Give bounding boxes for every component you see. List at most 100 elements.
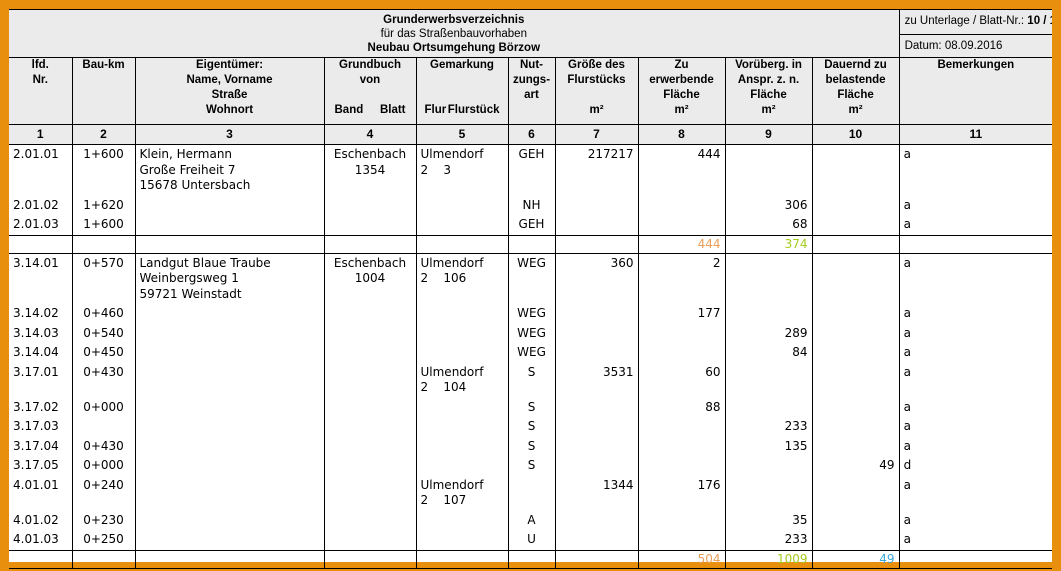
cell-gemarkung-line: Ulmendorf bbox=[420, 477, 484, 492]
cell-lfd-nr-line: 2.01.03 bbox=[13, 217, 59, 231]
table-row: 3.17.02 0+000 S 88 a bbox=[9, 397, 1053, 417]
cell-eigentuemer-line: Große Freiheit 7 bbox=[139, 162, 236, 177]
sum-empty-cell bbox=[507, 234, 556, 254]
cell-grundbuch-line: 1354 bbox=[354, 162, 386, 177]
sum-dauernd: 49 bbox=[811, 549, 900, 569]
cell-eigentuemer bbox=[134, 530, 325, 550]
cell-lfd-nr: 2.01.03 bbox=[9, 215, 73, 235]
column-number: 4 bbox=[323, 124, 417, 145]
cell-bau-km bbox=[71, 417, 136, 437]
cell-gemarkung-line: Ulmendorf bbox=[420, 147, 484, 161]
cell-eigentuemer bbox=[134, 215, 325, 235]
cell-erwerb bbox=[637, 510, 726, 530]
column-number: 6 bbox=[507, 124, 556, 145]
cell-groesse bbox=[554, 195, 639, 215]
cell-bau-km: 0+430 bbox=[71, 362, 136, 398]
cell-groesse-line: 360 bbox=[610, 255, 634, 270]
cell-groesse bbox=[554, 397, 639, 417]
sum-erwerb: 504 bbox=[637, 549, 726, 569]
title-line-1: Grunderwerbsverzeichnis bbox=[383, 14, 525, 26]
sum-empty-cell bbox=[507, 549, 556, 569]
cell-bemerkung-line: a bbox=[903, 325, 911, 340]
col-header-blatt: Blatt bbox=[379, 104, 406, 116]
cell-bemerkung-line: a bbox=[903, 399, 911, 414]
cell-eigentuemer-line: 15678 Untersbach bbox=[139, 178, 251, 192]
cell-groesse: 217217 bbox=[554, 144, 639, 196]
cell-erwerb: 88 bbox=[637, 397, 726, 417]
cell-voruebergehend-line: 233 bbox=[784, 419, 808, 433]
cell-voruebergehend-line: 289 bbox=[784, 325, 808, 340]
cell-voruebergehend-line: 84 bbox=[792, 345, 808, 359]
cell-eigentuemer bbox=[134, 436, 325, 456]
cell-eigentuemer bbox=[134, 397, 325, 417]
cell-dauernd bbox=[811, 253, 900, 304]
cell-erwerb-line: 177 bbox=[697, 306, 721, 320]
cell-eigentuemer bbox=[134, 510, 325, 530]
table-row: 3.14.02 0+460 WEG 177 a bbox=[9, 304, 1053, 324]
cell-bemerkung-line: d bbox=[903, 458, 912, 472]
cell-eigentuemer bbox=[134, 343, 325, 363]
cell-grundbuch bbox=[323, 304, 417, 324]
cell-nutzungsart-line: S bbox=[527, 399, 536, 414]
cell-bau-km: 1+600 bbox=[71, 144, 136, 196]
cell-bau-km-line: 0+250 bbox=[83, 532, 124, 546]
cell-groesse-line: 217217 bbox=[587, 147, 634, 161]
cell-lfd-nr-line: 3.17.01 bbox=[13, 364, 59, 379]
cell-bau-km: 0+230 bbox=[71, 510, 136, 530]
cell-lfd-nr-line: 3.17.05 bbox=[13, 458, 59, 472]
table-row: 2.01.02 1+620 NH 306 a bbox=[9, 195, 1053, 215]
cell-eigentuemer bbox=[134, 362, 325, 398]
cell-voruebergehend bbox=[724, 456, 813, 476]
cell-lfd-nr-line: 3.17.02 bbox=[13, 399, 59, 414]
cell-bemerkung: a bbox=[898, 304, 1053, 324]
column-number: 5 bbox=[415, 124, 509, 145]
cell-lfd-nr: 3.17.02 bbox=[9, 397, 73, 417]
cell-nutzungsart-line: S bbox=[527, 458, 536, 472]
cell-lfd-nr: 3.14.04 bbox=[9, 343, 73, 363]
cell-groesse: 360 bbox=[554, 253, 639, 304]
reference-label: zu Unterlage / Blatt-Nr.: bbox=[904, 15, 1025, 27]
cell-grundbuch-line: Eschenbach bbox=[333, 147, 407, 161]
acquisition-table: Grunderwerbsverzeichnis für das Straßenb… bbox=[9, 9, 1053, 569]
cell-grundbuch bbox=[323, 417, 417, 437]
cell-bau-km-line: 0+450 bbox=[83, 345, 124, 359]
cell-groesse bbox=[554, 436, 639, 456]
cell-bemerkung: d bbox=[898, 456, 1053, 476]
cell-bemerkung: a bbox=[898, 362, 1053, 398]
col-header-nutzungsart: Nut- zungs- art bbox=[507, 57, 556, 125]
cell-bemerkung: a bbox=[898, 510, 1053, 530]
cell-eigentuemer-line: Landgut Blaue Traube bbox=[139, 255, 271, 270]
col-header-groesse: Größe des Flurstücks m² bbox=[554, 57, 639, 125]
document-title: Grunderwerbsverzeichnis für das Straßenb… bbox=[9, 9, 900, 58]
cell-lfd-nr-line: 3.14.03 bbox=[13, 325, 59, 340]
sum-empty-cell bbox=[9, 234, 73, 254]
cell-voruebergehend: 35 bbox=[724, 510, 813, 530]
document-date: Datum: 08.09.2016 bbox=[904, 40, 1003, 52]
sum-dauernd bbox=[811, 234, 900, 254]
cell-erwerb: 176 bbox=[637, 475, 726, 511]
cell-bemerkung-line: a bbox=[903, 217, 911, 231]
cell-nutzungsart-line: GEH bbox=[518, 147, 545, 161]
cell-voruebergehend: 306 bbox=[724, 195, 813, 215]
cell-bemerkung-line: a bbox=[903, 419, 911, 433]
cell-nutzungsart: NH bbox=[507, 195, 556, 215]
cell-erwerb bbox=[637, 195, 726, 215]
cell-lfd-nr-line: 2.01.01 bbox=[13, 147, 59, 161]
cell-grundbuch: Eschenbach 1004 bbox=[323, 253, 417, 304]
cell-nutzungsart: WEG bbox=[507, 304, 556, 324]
cell-lfd-nr: 4.01.02 bbox=[9, 510, 73, 530]
cell-grundbuch bbox=[323, 456, 417, 476]
cell-groesse bbox=[554, 530, 639, 550]
cell-gemarkung bbox=[415, 343, 509, 363]
sum-empty-cell bbox=[554, 234, 639, 254]
cell-grundbuch bbox=[323, 436, 417, 456]
cell-lfd-nr: 3.17.03 bbox=[9, 417, 73, 437]
sum-empty-cell bbox=[9, 549, 73, 569]
cell-voruebergehend: 68 bbox=[724, 215, 813, 235]
cell-dauernd bbox=[811, 475, 900, 511]
cell-gemarkung-line: 2 3 bbox=[420, 162, 452, 177]
sum-voruebergehend: 374 bbox=[724, 234, 813, 254]
date-cell: Datum: 08.09.2016 bbox=[898, 34, 1053, 58]
cell-nutzungsart: WEG bbox=[507, 343, 556, 363]
cell-gemarkung: Ulmendorf 2 106 bbox=[415, 253, 509, 304]
